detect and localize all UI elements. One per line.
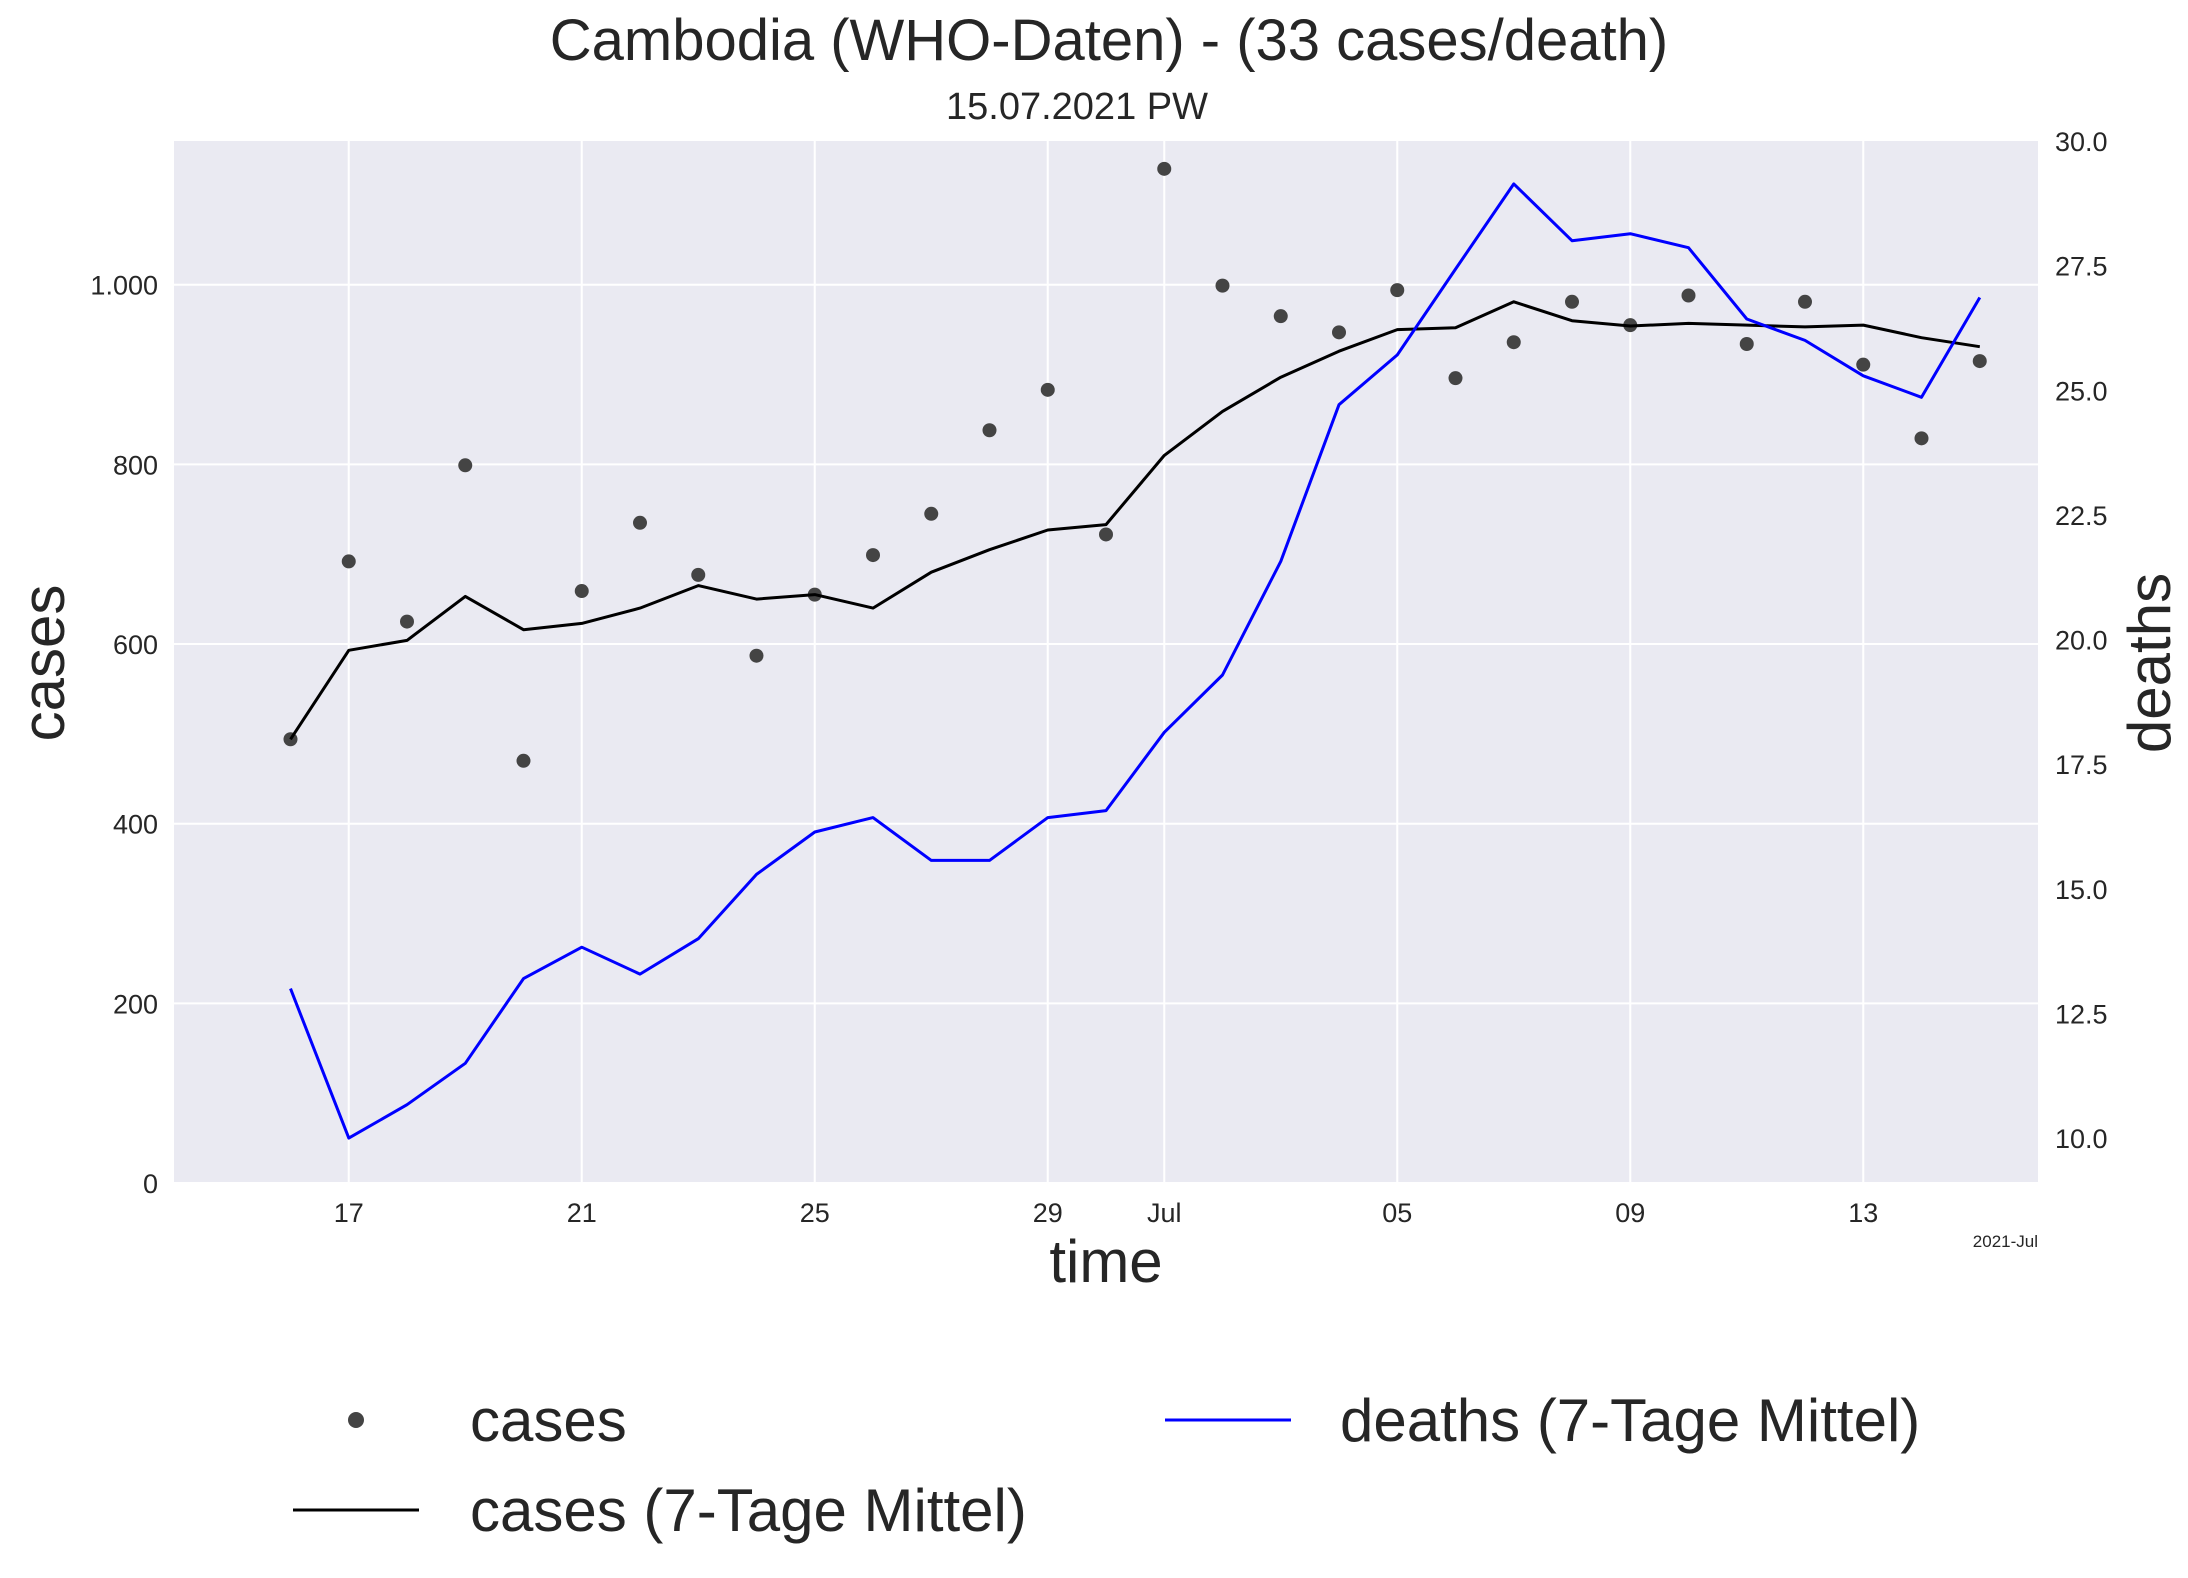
right-y-tick-label: 27.5 — [2055, 252, 2108, 282]
x-tick-label: 25 — [800, 1198, 830, 1228]
data-point-cases — [458, 458, 473, 473]
series-layer — [283, 161, 1987, 1140]
grid-lines — [174, 141, 2038, 1184]
data-point-cases — [1739, 337, 1754, 352]
chart-title: Cambodia (WHO-Daten) - (33 cases/death) — [550, 8, 1669, 73]
x-axis-ticks: 17 21 25 29 Jul 05 09 13 — [334, 1198, 1879, 1228]
data-point-cases — [1972, 354, 1987, 369]
x-tick-label: 05 — [1382, 1198, 1412, 1228]
right-y-tick-label: 10.0 — [2055, 1124, 2108, 1154]
data-point-cases — [574, 584, 589, 599]
data-point-cases — [1448, 371, 1463, 386]
data-point-cases — [1856, 357, 1871, 372]
x-tick-label: 29 — [1033, 1198, 1063, 1228]
series-line-cases-avg — [289, 300, 1981, 741]
data-point-cases — [1215, 278, 1230, 293]
x-tick-label: 21 — [567, 1198, 597, 1228]
left-y-tick-label: 0 — [143, 1169, 158, 1199]
data-point-cases — [924, 506, 939, 521]
data-point-cases — [691, 567, 706, 582]
left-y-tick-label: 800 — [113, 450, 158, 480]
data-point-cases — [341, 554, 356, 569]
legend-label-deaths-avg: deaths (7-Tage Mittel) — [1340, 1387, 1920, 1454]
right-y-tick-label: 12.5 — [2055, 999, 2108, 1029]
legend: cases cases (7-Tage Mittel) deaths (7-Ta… — [293, 1387, 1920, 1544]
data-point-cases — [1914, 431, 1929, 446]
right-y-tick-label: 22.5 — [2055, 501, 2108, 531]
data-point-cases — [400, 614, 414, 629]
data-point-cases — [1681, 288, 1696, 303]
data-point-cases — [982, 423, 997, 438]
x-axis-offset-note: 2021-Jul — [1973, 1232, 2038, 1251]
data-point-cases — [516, 753, 531, 768]
chart-subtitle: 15.07.2021 PW — [946, 86, 1208, 128]
plot-area — [174, 141, 2038, 1183]
x-tick-label: 17 — [334, 1198, 364, 1228]
right-y-tick-label: 17.5 — [2055, 750, 2108, 780]
legend-label-cases-avg: cases (7-Tage Mittel) — [470, 1477, 1027, 1544]
legend-label-cases: cases — [470, 1387, 627, 1454]
data-point-cases — [1157, 161, 1172, 176]
legend-marker-cases — [348, 1412, 364, 1428]
left-y-tick-label: 200 — [113, 989, 158, 1019]
right-y-tick-label: 30.0 — [2055, 127, 2108, 157]
data-point-cases — [866, 548, 880, 563]
right-y-tick-label: 20.0 — [2055, 626, 2108, 656]
right-y-tick-label: 25.0 — [2055, 376, 2108, 406]
data-point-cases — [1506, 335, 1521, 350]
left-y-axis-label: cases — [10, 585, 77, 742]
left-y-tick-label: 1.000 — [90, 271, 158, 301]
x-axis-label: time — [1049, 1228, 1162, 1295]
data-point-cases — [1332, 325, 1346, 340]
data-point-cases — [1390, 283, 1405, 298]
left-y-tick-label: 600 — [113, 630, 158, 660]
data-point-cases — [1273, 309, 1288, 324]
x-tick-label: 13 — [1848, 1198, 1878, 1228]
data-point-cases — [1040, 382, 1055, 397]
x-tick-label: 09 — [1615, 1198, 1645, 1228]
right-y-axis-label: deaths — [2116, 573, 2183, 753]
series-cases-points — [283, 161, 1987, 768]
data-point-cases — [1798, 294, 1812, 309]
data-point-cases — [1099, 527, 1113, 542]
data-point-cases — [633, 515, 647, 530]
data-point-cases — [1565, 294, 1579, 309]
data-point-cases — [749, 648, 764, 663]
left-y-tick-label: 400 — [113, 810, 158, 840]
right-y-tick-label: 15.0 — [2055, 875, 2108, 905]
series-line-deaths-avg — [289, 182, 1982, 1140]
right-y-axis-ticks: 10.0 12.5 15.0 17.5 20.0 22.5 25.0 27.5 30.0 — [2055, 127, 2108, 1154]
left-y-axis-ticks: 0 200 400 600 800 1.000 — [90, 271, 158, 1199]
x-tick-label: Jul — [1147, 1198, 1182, 1228]
